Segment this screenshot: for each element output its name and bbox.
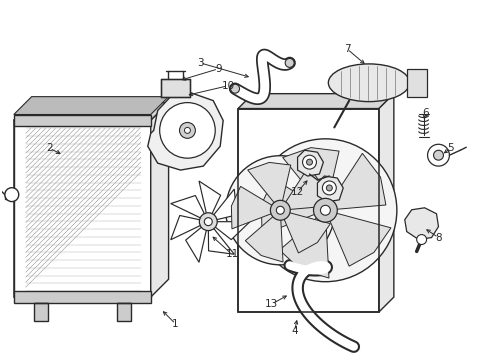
Polygon shape [213, 222, 250, 240]
Polygon shape [261, 179, 318, 235]
Polygon shape [407, 69, 427, 96]
Text: 6: 6 [422, 108, 429, 117]
Bar [117, 303, 131, 321]
Polygon shape [328, 212, 391, 266]
Circle shape [314, 198, 337, 222]
Circle shape [199, 213, 217, 231]
Circle shape [179, 122, 196, 138]
Polygon shape [212, 189, 237, 220]
Ellipse shape [328, 64, 410, 102]
Text: 13: 13 [265, 299, 278, 309]
Circle shape [322, 181, 336, 195]
Bar [161, 79, 191, 96]
Circle shape [5, 188, 19, 202]
Bar [14, 114, 151, 126]
Circle shape [184, 127, 191, 133]
Text: 7: 7 [344, 44, 350, 54]
Circle shape [270, 201, 290, 220]
Text: 11: 11 [225, 249, 239, 260]
Polygon shape [5, 191, 12, 199]
Circle shape [204, 218, 212, 226]
Text: 8: 8 [435, 233, 442, 243]
Polygon shape [14, 103, 169, 121]
Circle shape [428, 144, 449, 166]
Bar [34, 303, 48, 321]
Text: 3: 3 [197, 58, 204, 68]
Bar [14, 291, 151, 303]
Polygon shape [171, 216, 203, 240]
Circle shape [160, 103, 215, 158]
Polygon shape [283, 148, 339, 204]
Polygon shape [330, 153, 386, 210]
Text: 2: 2 [46, 143, 53, 153]
Circle shape [254, 139, 397, 282]
Polygon shape [283, 212, 330, 253]
Polygon shape [284, 167, 326, 210]
Polygon shape [238, 94, 394, 109]
Polygon shape [14, 96, 169, 114]
Circle shape [231, 84, 240, 93]
Text: 1: 1 [172, 319, 179, 329]
Polygon shape [280, 216, 329, 278]
Polygon shape [171, 195, 206, 219]
Text: 4: 4 [291, 326, 298, 336]
Circle shape [307, 159, 313, 165]
Polygon shape [151, 103, 169, 297]
Polygon shape [238, 109, 379, 312]
Polygon shape [231, 186, 274, 229]
Circle shape [226, 156, 335, 265]
Polygon shape [297, 150, 323, 176]
Polygon shape [148, 94, 223, 170]
Circle shape [326, 185, 332, 191]
Circle shape [416, 235, 427, 244]
Text: 12: 12 [291, 187, 304, 197]
Polygon shape [248, 162, 291, 205]
Polygon shape [14, 121, 151, 297]
Polygon shape [405, 208, 439, 239]
Polygon shape [208, 226, 234, 254]
Circle shape [285, 58, 294, 67]
Polygon shape [186, 225, 207, 262]
Text: 10: 10 [221, 81, 235, 91]
Circle shape [302, 155, 317, 169]
Polygon shape [318, 176, 343, 202]
Circle shape [434, 150, 443, 160]
Text: 5: 5 [447, 143, 454, 153]
Polygon shape [245, 215, 283, 262]
Text: 9: 9 [215, 64, 221, 74]
Circle shape [276, 206, 284, 214]
Polygon shape [199, 181, 221, 216]
Polygon shape [379, 94, 394, 312]
Circle shape [320, 205, 330, 215]
